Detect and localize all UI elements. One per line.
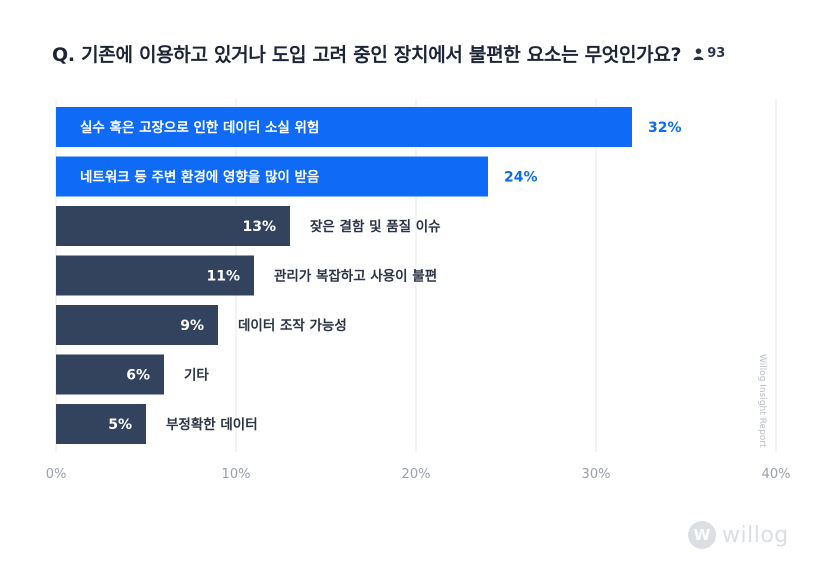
data-label: 32% xyxy=(648,120,682,136)
bar xyxy=(56,255,254,296)
data-label: 24% xyxy=(504,170,538,186)
bar xyxy=(56,206,290,246)
side-watermark-text: Willog Insight Report xyxy=(757,354,767,448)
x-tick-label: 40% xyxy=(762,467,791,482)
x-tick-label: 10% xyxy=(222,467,251,482)
category-label: 네트워크 등 주변 환경에 영향을 많이 받음 xyxy=(80,169,319,186)
chart-title: Q. 기존에 이용하고 있거나 도입 고려 중인 장치에서 불편한 요소는 무엇… xyxy=(52,44,682,66)
respondent-count: 93 xyxy=(693,46,725,61)
category-label: 실수 혹은 고장으로 인한 데이터 소실 위험 xyxy=(80,119,319,136)
data-label: 6% xyxy=(126,368,150,384)
x-tick-label: 30% xyxy=(582,467,611,482)
bar xyxy=(56,107,632,147)
respondent-count-value: 93 xyxy=(707,46,726,61)
bar xyxy=(56,305,218,345)
willog-logo-mark: W xyxy=(688,521,716,549)
bar xyxy=(56,404,146,444)
data-label: 13% xyxy=(242,219,276,235)
data-label: 9% xyxy=(180,318,204,334)
side-watermark: Willog Insight Report xyxy=(757,354,767,448)
category-label: 잦은 결함 및 품질 이슈 xyxy=(310,218,441,235)
willog-logo: W willog xyxy=(688,521,789,549)
category-label: 기타 xyxy=(184,368,209,384)
data-label: 5% xyxy=(108,417,132,433)
category-label: 부정확한 데이터 xyxy=(166,416,258,433)
chart-title-row: Q. 기존에 이용하고 있거나 도입 고려 중인 장치에서 불편한 요소는 무엇… xyxy=(52,40,725,67)
data-label: 11% xyxy=(206,269,240,285)
bar xyxy=(56,156,488,197)
category-label: 관리가 복잡하고 사용이 불편 xyxy=(274,268,437,285)
x-tick-label: 0% xyxy=(46,467,67,482)
bar xyxy=(56,354,164,395)
person-icon xyxy=(693,47,704,60)
category-label: 데이터 조작 가능성 xyxy=(238,317,347,334)
willog-logo-text: willog xyxy=(722,522,789,548)
x-tick-label: 20% xyxy=(402,467,431,482)
